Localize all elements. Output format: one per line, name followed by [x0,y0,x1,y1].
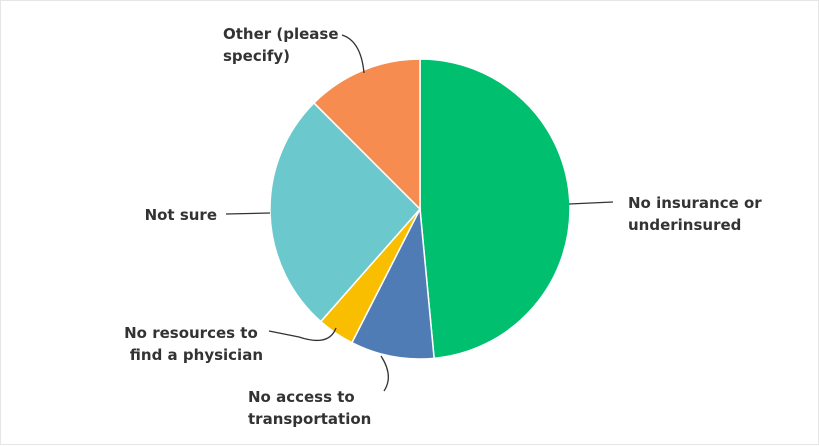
pie-slice-no-access[interactable] [350,206,435,360]
label-no-insurance: No insurance or underinsured [628,194,767,234]
pie-slice-no-insurance[interactable] [419,58,571,360]
label-other: Other (please specify) [223,25,344,65]
leader-line-no-resources [268,327,337,342]
pie-slice-not-sure[interactable] [269,101,422,323]
leader-line-no-insurance [568,201,614,205]
leader-line-no-access [380,355,389,392]
label-no-access: No access to transportation [248,388,371,428]
leader-lines [225,34,614,392]
leader-line-not-sure [225,212,271,215]
pie-slice-other[interactable] [312,58,421,211]
label-not-sure: Not sure [145,206,217,224]
label-no-resources: No resources to find a physician [124,324,263,364]
leader-line-other [341,34,365,74]
pie-slices [269,58,571,360]
slice-labels: No insurance or underinsured No access t… [124,25,767,428]
